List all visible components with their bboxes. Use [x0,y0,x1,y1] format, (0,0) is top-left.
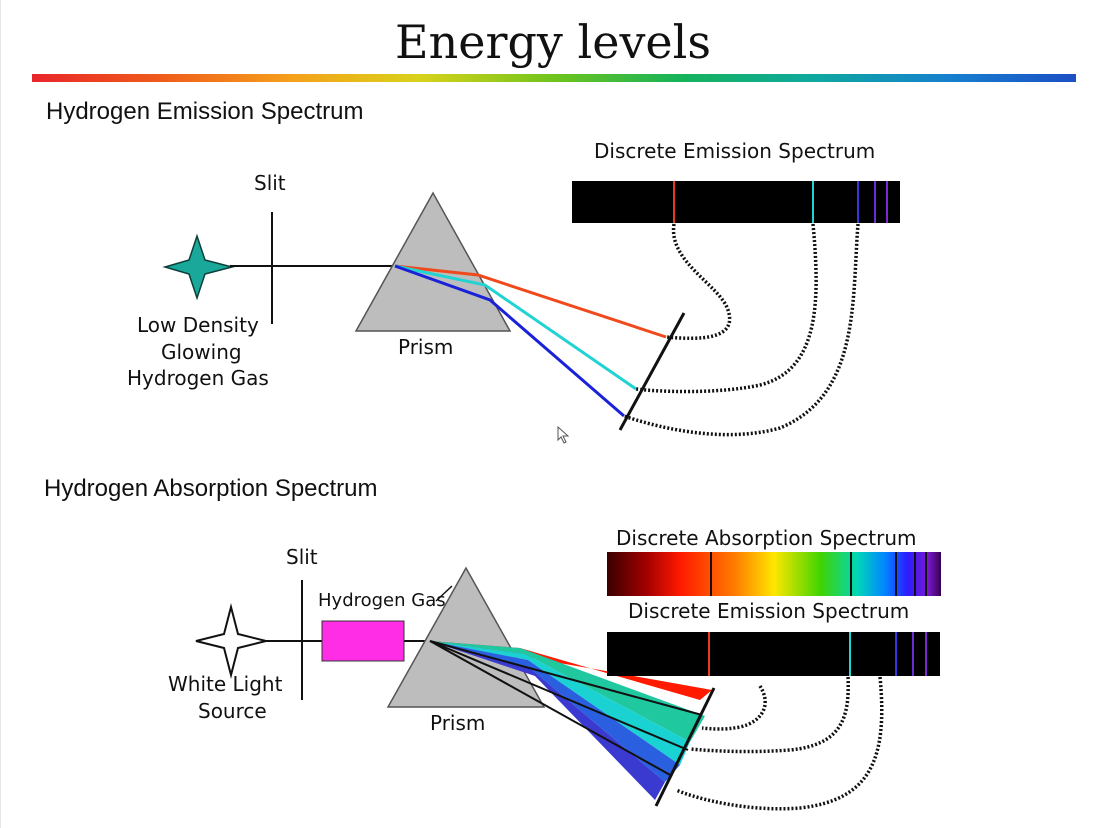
prism-label: Prism [398,335,453,359]
emission-spectrum-bar [572,181,900,223]
connector-blue [675,676,884,811]
absorption-line-2 [850,552,852,596]
four-point-star-outline-icon [195,603,267,679]
detector-screen [654,687,716,807]
cyan-ray [394,264,637,391]
emission-line-violet-2 [886,181,888,223]
gas-label: Hydrogen Gas [318,590,446,611]
absorption-spectrum-bar [607,552,941,596]
emission-line-violet-1 [912,632,914,676]
source-label-line3: Hydrogen Gas [127,366,269,390]
absorption-ray-1 [429,640,703,716]
emission-section-heading: Hydrogen Emission Spectrum [46,98,364,125]
gas-pointer [435,585,453,602]
absorption-spectrum-label: Discrete Absorption Spectrum [616,526,917,550]
rainbow-divider [32,74,1076,82]
emission-line-violet-2 [925,632,927,676]
prism [386,566,546,708]
hydrogen-gas-cell [321,620,405,662]
fan-blue [430,641,680,782]
absorption-line-4 [914,552,916,596]
slide-border [0,0,1,828]
connector-cyan [635,223,818,394]
emission-line-cyan [812,181,814,223]
detector-screen [618,312,686,431]
emission-spectrum-label: Discrete Emission Spectrum [628,599,909,623]
absorption-line-5 [925,552,927,596]
emission-spectrum-label: Discrete Emission Spectrum [594,139,875,163]
absorption-ray-2 [429,640,689,751]
fan-orange-green [430,641,705,742]
source-label-line1: Low Density [137,313,259,337]
absorption-ray-3 [429,640,673,777]
source-label-line1: White Light [168,672,283,696]
four-point-star-icon [162,233,235,301]
blue-ray [394,264,625,418]
emission-line-violet-1 [874,181,876,223]
slit-label: Slit [286,545,318,569]
connector-red [701,685,767,731]
fan-cyan [430,641,690,765]
fan-red [430,641,712,700]
connector-blue [623,223,860,437]
emission-line-blue [895,632,897,676]
absorption-section-heading: Hydrogen Absorption Spectrum [44,475,378,502]
emission-line-red [673,181,675,223]
emission-line-cyan [849,632,851,676]
emission-spectrum-bar [607,632,940,676]
prism [354,191,512,332]
prism-label: Prism [430,711,485,735]
slit-label: Slit [254,171,286,195]
connector-red [665,223,732,340]
absorption-diagram: Slit White Light Source Hydrogen Gas Pri… [168,526,941,811]
slide-title: Energy levels [395,15,711,69]
emission-diagram: Slit Low Density Glowing Hydrogen Gas Pr… [127,139,900,437]
red-ray [394,264,667,339]
source-label-line2: Source [198,699,267,723]
emission-line-blue [857,181,859,223]
absorption-line-3 [895,552,897,596]
cursor-arrow-icon [557,426,570,444]
fan-violet [430,641,665,800]
emission-line-red [708,632,710,676]
source-label-line2: Glowing [161,340,242,364]
absorption-line-1 [710,552,712,596]
